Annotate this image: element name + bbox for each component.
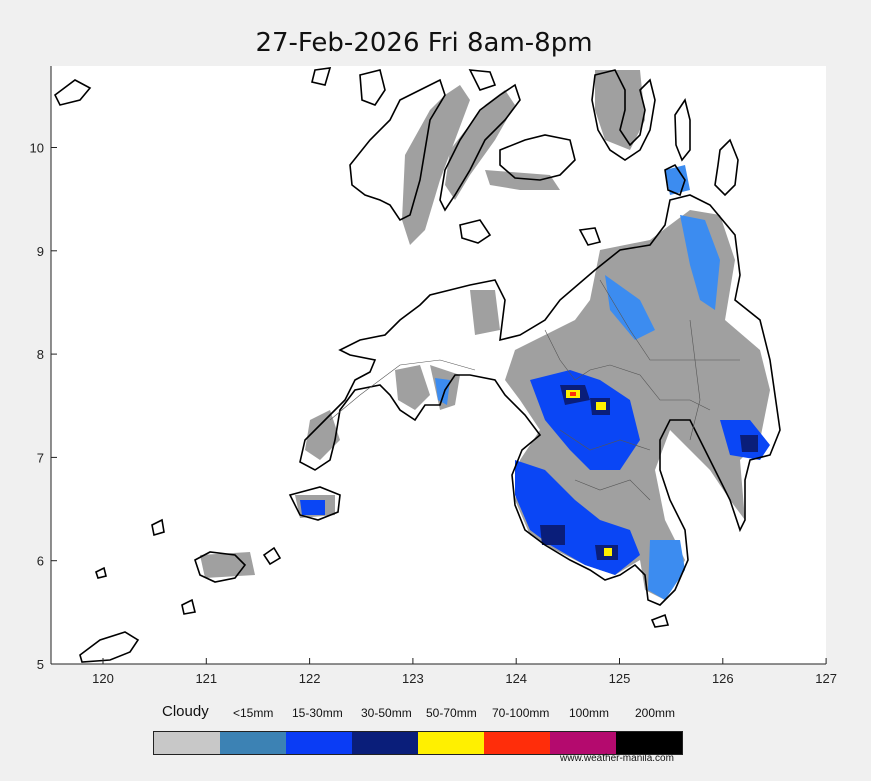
rain-light xyxy=(665,165,690,195)
province-borders xyxy=(329,279,740,501)
y-tick-label: 10 xyxy=(30,141,44,156)
y-tick-label: 9 xyxy=(37,244,44,259)
rain-intense xyxy=(604,548,612,556)
legend-label-15-30: 15-30mm xyxy=(292,706,343,720)
y-tick-label: 5 xyxy=(37,657,44,672)
cloud-area xyxy=(395,365,430,410)
rain-heavy xyxy=(740,435,758,452)
x-tick-label: 122 xyxy=(299,671,321,686)
cloud-area xyxy=(485,170,560,190)
cloud-area xyxy=(445,90,515,200)
x-tick-label: 126 xyxy=(712,671,734,686)
cloud-area xyxy=(402,85,470,245)
x-axis-ticks: 120 121 122 123 124 125 126 127 xyxy=(92,658,837,686)
y-tick-label: 7 xyxy=(37,450,44,465)
rain-light xyxy=(605,275,655,340)
legend-label-lt15: <15mm xyxy=(233,706,274,720)
x-tick-label: 127 xyxy=(815,671,837,686)
x-tick-label: 125 xyxy=(609,671,631,686)
legend-swatch xyxy=(220,732,286,754)
legend-label-50-70: 50-70mm xyxy=(426,706,477,720)
legend-swatch xyxy=(616,732,682,754)
rain-layer xyxy=(200,70,770,600)
x-tick-label: 124 xyxy=(505,671,527,686)
legend-swatch xyxy=(154,732,220,754)
legend-swatch xyxy=(484,732,550,754)
legend-swatch xyxy=(286,732,352,754)
x-tick-label: 121 xyxy=(195,671,217,686)
rain-moderate xyxy=(530,370,640,470)
rain-light xyxy=(648,540,685,600)
cloud-area xyxy=(305,410,340,460)
y-tick-label: 8 xyxy=(37,347,44,362)
y-tick-label: 6 xyxy=(37,554,44,569)
rain-intense xyxy=(596,402,606,410)
rain-light xyxy=(435,378,450,405)
legend-colorbar xyxy=(153,731,683,755)
legend-swatch xyxy=(352,732,418,754)
legend-swatch xyxy=(550,732,616,754)
map-title: 27-Feb-2026 Fri 8am-8pm xyxy=(255,28,593,58)
rain-light xyxy=(680,215,720,310)
cloud-area xyxy=(470,290,500,335)
x-tick-label: 123 xyxy=(402,671,424,686)
legend-label-cloudy: Cloudy xyxy=(162,703,209,720)
rain-moderate xyxy=(300,500,325,515)
legend-swatch xyxy=(418,732,484,754)
x-tick-label: 120 xyxy=(92,671,114,686)
legend-label-100: 100mm xyxy=(569,706,610,720)
rain-torrential xyxy=(570,392,576,396)
legend-label-70-100: 70-100mm xyxy=(492,706,550,720)
cloud-area xyxy=(595,70,645,150)
rain-heavy xyxy=(540,525,565,545)
y-axis-ticks: 5 6 7 8 9 10 xyxy=(30,141,57,672)
cloud-area xyxy=(200,552,255,578)
legend-label-200: 200mm xyxy=(635,706,676,720)
legend-label-30-50: 30-50mm xyxy=(361,706,412,720)
coastlines xyxy=(53,67,781,663)
credit-text: www.weather-manila.com xyxy=(560,753,674,764)
